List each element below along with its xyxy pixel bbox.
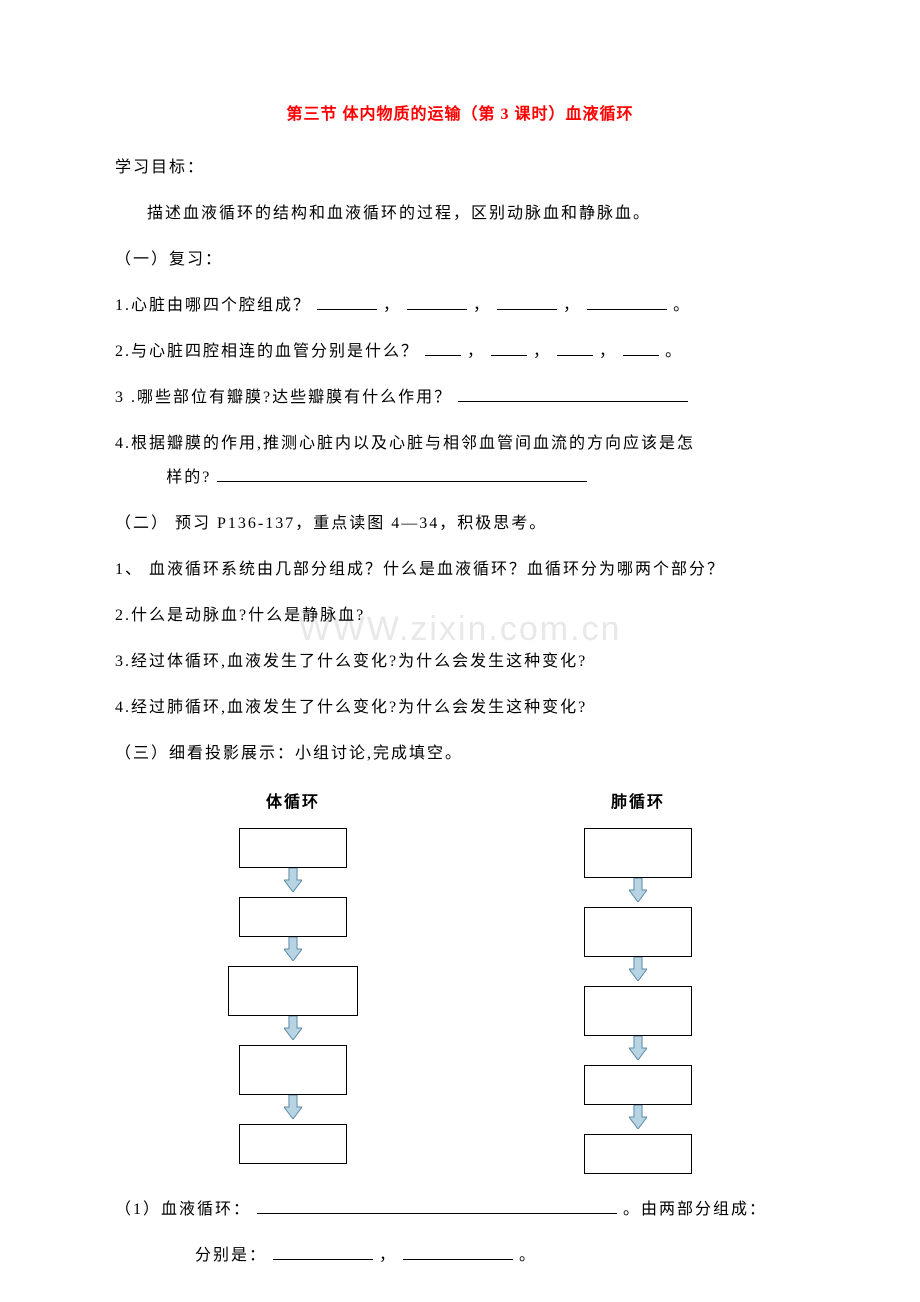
flow-left-label: 体循环 xyxy=(266,788,320,812)
q4-line2-prefix: 样的? xyxy=(166,469,211,486)
objective-text: 描述血液循环的结构和血液循环的过程，区别动脉血和静脉血。 xyxy=(115,202,805,226)
arrow-down-icon xyxy=(284,937,302,961)
q1-blank-c xyxy=(497,294,557,310)
flowchart-right-column: 肺循环 xyxy=(584,788,692,1174)
arrow-down-icon xyxy=(284,1016,302,1040)
flow-box xyxy=(584,907,692,957)
fill-2: 分别是： ， 。 xyxy=(115,1244,805,1268)
flow-box xyxy=(239,1124,347,1164)
section-2-header: （二） 预习 P136-137，重点读图 4—34，积极思考。 xyxy=(115,512,805,536)
fill2-end: 。 xyxy=(519,1247,537,1264)
section-3-header: （三）细看投影展示：小组讨论,完成填空。 xyxy=(115,742,805,766)
question-1: 1.心脏由哪四个腔组成？ ， ， ， 。 xyxy=(115,294,805,318)
q1-end: 。 xyxy=(673,297,691,314)
preview-q2: 2.什么是动脉血?什么是静脉血? xyxy=(115,604,805,628)
flow-arrow xyxy=(284,868,302,897)
q2-blank-a xyxy=(425,340,461,356)
document-title: 第三节 体内物质的运输（第 3 课时）血液循环 xyxy=(115,100,805,124)
flow-left-boxes xyxy=(228,828,358,1164)
q2-sep-c: ， xyxy=(599,343,617,360)
question-3: 3 .哪些部位有瓣膜?达些瓣膜有什么作用？ xyxy=(115,386,805,410)
q3-blank xyxy=(458,386,688,402)
question-4-line1: 4.根据瓣膜的作用,推测心脏内以及心脏与相邻血管间血流的方向应该是怎 xyxy=(115,432,805,456)
q4-blank xyxy=(217,466,587,482)
flow-box xyxy=(584,986,692,1036)
q2-blank-b xyxy=(491,340,527,356)
preview-q4: 4.经过肺循环,血液发生了什么变化?为什么会发生这种变化? xyxy=(115,696,805,720)
preview-q1: 1、 血液循环系统由几部分组成？什么是血液循环？血循环分为哪两个部分？ xyxy=(115,558,805,582)
fill2-blank-a xyxy=(273,1244,373,1260)
q1-blank-a xyxy=(317,294,377,310)
fill2-blank-b xyxy=(403,1244,513,1260)
section-1-header: （一）复习： xyxy=(115,248,805,272)
fill1-suffix: 。由两部分组成： xyxy=(623,1201,767,1218)
fill2-sep: ， xyxy=(379,1247,397,1264)
flow-box xyxy=(239,828,347,868)
q1-prefix: 1.心脏由哪四个腔组成？ xyxy=(115,297,317,314)
flow-box xyxy=(239,897,347,937)
flow-box xyxy=(228,966,358,1016)
q2-prefix: 2.与心脏四腔相连的血管分别是什么？ xyxy=(115,343,419,360)
flow-arrow xyxy=(284,1016,302,1045)
flow-box xyxy=(584,828,692,878)
flow-arrow xyxy=(629,878,647,907)
q1-blank-b xyxy=(407,294,467,310)
flow-arrow xyxy=(629,957,647,986)
q2-end: 。 xyxy=(665,343,683,360)
q2-blank-d xyxy=(623,340,659,356)
fill1-blank xyxy=(257,1198,617,1214)
q2-sep-a: ， xyxy=(467,343,485,360)
flow-right-boxes xyxy=(584,828,692,1174)
question-4-line2: 样的? xyxy=(115,466,805,490)
q2-blank-c xyxy=(557,340,593,356)
flowchart-area: 体循环 肺循环 xyxy=(115,788,805,1174)
flow-right-label: 肺循环 xyxy=(611,788,665,812)
arrow-down-icon xyxy=(629,957,647,981)
flow-box xyxy=(239,1045,347,1095)
objective-heading: 学习目标： xyxy=(115,156,805,180)
document-content: 第三节 体内物质的运输（第 3 课时）血液循环 学习目标： 描述血液循环的结构和… xyxy=(115,100,805,1268)
arrow-down-icon xyxy=(629,1105,647,1129)
flow-arrow xyxy=(284,1095,302,1124)
q3-prefix: 3 .哪些部位有瓣膜?达些瓣膜有什么作用？ xyxy=(115,389,452,406)
preview-q3: 3.经过体循环,血液发生了什么变化?为什么会发生这种变化? xyxy=(115,650,805,674)
q1-sep2: ， xyxy=(473,297,491,314)
arrow-down-icon xyxy=(629,1036,647,1060)
q1-sep3: ， xyxy=(563,297,581,314)
flow-arrow xyxy=(284,937,302,966)
flow-box xyxy=(584,1065,692,1105)
q1-blank-d xyxy=(587,294,667,310)
flow-arrow xyxy=(629,1036,647,1065)
q1-sep1: ， xyxy=(383,297,401,314)
fill-1: （1）血液循环： 。由两部分组成： xyxy=(115,1198,805,1222)
fill1-prefix: （1）血液循环： xyxy=(115,1201,257,1218)
flowchart-left-column: 体循环 xyxy=(228,788,358,1174)
fill2-prefix: 分别是： xyxy=(195,1247,267,1264)
flow-box xyxy=(584,1134,692,1174)
q2-sep-b: ， xyxy=(533,343,551,360)
flow-arrow xyxy=(629,1105,647,1134)
arrow-down-icon xyxy=(629,878,647,902)
question-2: 2.与心脏四腔相连的血管分别是什么？ ， ， ， 。 xyxy=(115,340,805,364)
arrow-down-icon xyxy=(284,1095,302,1119)
arrow-down-icon xyxy=(284,868,302,892)
